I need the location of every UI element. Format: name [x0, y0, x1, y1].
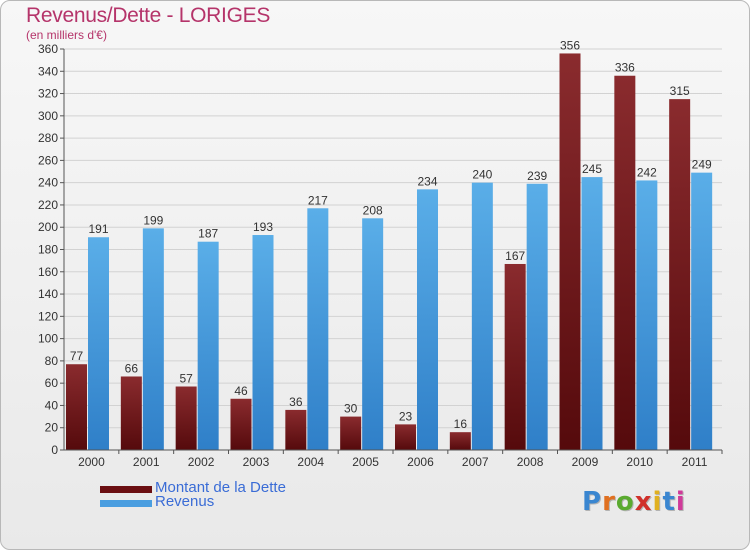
data-label-dette: 356: [560, 38, 580, 52]
legend-label-dette: Montant de la Dette: [155, 479, 286, 496]
bar-dette: [230, 398, 252, 450]
y-tick-label: 60: [45, 376, 59, 390]
legend-label-revenus: Revenus: [155, 493, 215, 510]
data-label-revenus: 242: [637, 165, 657, 179]
bar-revenus: [142, 228, 164, 450]
bar-dette: [669, 99, 691, 450]
y-tick-label: 80: [45, 354, 59, 368]
bar-dette: [120, 376, 142, 450]
axes: 0 20 40 60 80 100 120 140 160 180 200 220 240 260 280 3…: [38, 42, 723, 469]
data-label-dette: 77: [70, 349, 84, 363]
data-label-dette: 57: [179, 372, 193, 386]
x-tick-label: 2010: [626, 455, 653, 469]
y-tick-label: 260: [38, 153, 58, 167]
data-label-revenus: 239: [527, 169, 547, 183]
bar-dette: [340, 416, 362, 450]
bar-revenus: [471, 182, 493, 450]
y-tick-label: 300: [38, 109, 58, 123]
legend-swatch-dette: [100, 486, 152, 493]
x-tick-label: 2005: [352, 455, 379, 469]
y-tick-label: 20: [45, 421, 59, 435]
bar-dette: [504, 263, 526, 450]
data-label-dette: 30: [344, 402, 358, 416]
data-labels: 77 191 66 199 57 187 46 193 36 217 30 208 23 234 16 240…: [70, 38, 712, 431]
logo-letter: x: [634, 487, 653, 517]
x-tick-label: 2003: [243, 455, 270, 469]
y-tick-label: 180: [38, 243, 58, 257]
bar-revenus: [636, 180, 658, 450]
data-label-revenus: 240: [472, 168, 492, 182]
bar-dette: [395, 424, 416, 450]
y-tick-label: 360: [38, 42, 58, 56]
y-tick-label: 160: [38, 265, 58, 279]
bar-revenus: [362, 218, 384, 450]
data-label-dette: 16: [454, 417, 468, 431]
logo-letter: o: [615, 487, 635, 517]
data-label-dette: 66: [125, 361, 139, 375]
data-label-revenus: 199: [143, 213, 163, 227]
bar-revenus: [307, 208, 329, 450]
y-tick-label: 100: [38, 332, 58, 346]
chart-title: Revenus/Dette - LORIGES: [26, 4, 271, 27]
data-label-revenus: 193: [253, 220, 273, 234]
data-label-revenus: 217: [308, 193, 328, 207]
bar-dette: [614, 75, 636, 450]
logo-letter: i: [675, 487, 686, 517]
bar-revenus: [526, 183, 548, 450]
logo-letter: P: [582, 487, 603, 517]
bar-revenus: [581, 177, 603, 450]
data-label-revenus: 187: [198, 227, 218, 241]
y-tick-label: 120: [38, 309, 58, 323]
bar-dette: [175, 386, 197, 450]
y-tick-label: 220: [38, 198, 58, 212]
x-tick-label: 2000: [78, 455, 105, 469]
x-tick-label: 2001: [133, 455, 160, 469]
y-tick-label: 200: [38, 220, 58, 234]
y-tick-label: 0: [51, 443, 58, 457]
y-tick-label: 40: [45, 398, 59, 412]
bar-dette: [559, 53, 581, 450]
x-tick-label: 2002: [188, 455, 215, 469]
proxiti-logo: Proxiti: [582, 487, 686, 517]
logo-letter: t: [662, 487, 676, 517]
data-label-revenus: 245: [582, 162, 602, 176]
bar-revenus: [88, 237, 109, 450]
y-tick-label: 140: [38, 287, 58, 301]
data-label-dette: 46: [234, 384, 248, 398]
y-tick-label: 280: [38, 131, 58, 145]
grid-lines: [64, 48, 722, 451]
y-tick-label: 240: [38, 176, 58, 190]
x-tick-label: 2004: [297, 455, 324, 469]
bar-dette: [285, 409, 307, 450]
bar-dette: [66, 364, 87, 450]
data-label-revenus: 191: [88, 222, 108, 236]
bars: [66, 53, 713, 450]
bar-revenus: [417, 189, 438, 450]
bar-revenus: [197, 241, 219, 450]
bar-revenus: [691, 172, 713, 450]
logo-letter: r: [602, 487, 616, 517]
data-label-revenus: 208: [363, 203, 383, 217]
data-label-dette: 36: [289, 395, 303, 409]
x-tick-label: 2008: [517, 455, 544, 469]
data-label-revenus: 249: [692, 158, 712, 172]
data-label-dette: 336: [615, 61, 635, 75]
y-tick-label: 320: [38, 87, 58, 101]
logo-letter: i: [652, 487, 663, 517]
x-tick-label: 2007: [462, 455, 489, 469]
bar-dette: [449, 432, 471, 450]
chart-subtitle: (en milliers d'€): [26, 28, 107, 42]
data-label-revenus: 234: [417, 174, 437, 188]
x-tick-label: 2011: [682, 455, 708, 469]
y-tick-label: 340: [38, 64, 58, 78]
bar-revenus: [252, 235, 274, 450]
x-tick-label: 2006: [407, 455, 434, 469]
x-tick-label: 2009: [572, 455, 599, 469]
data-label-dette: 23: [399, 409, 413, 423]
legend-swatch-revenus: [100, 500, 152, 507]
data-label-dette: 167: [505, 249, 525, 263]
data-label-dette: 315: [670, 84, 690, 98]
